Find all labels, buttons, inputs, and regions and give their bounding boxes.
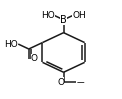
Text: HO: HO (4, 40, 18, 49)
Text: HO: HO (41, 11, 55, 20)
Text: O: O (31, 54, 38, 63)
Text: O: O (57, 78, 64, 87)
Text: —: — (76, 78, 84, 87)
Text: OH: OH (72, 11, 86, 20)
Text: B: B (60, 15, 67, 25)
